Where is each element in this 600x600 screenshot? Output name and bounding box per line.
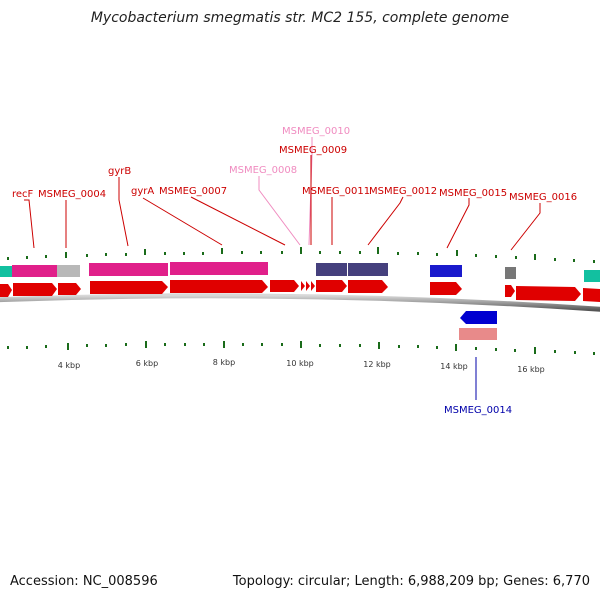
gene-labels: recF MSMEG_0004 gyrB gyrA MSMEG_0007 MSM… bbox=[12, 126, 577, 416]
cds-reverse-arrow[interactable] bbox=[460, 311, 497, 324]
cds-arrow[interactable] bbox=[311, 281, 315, 291]
kbp-label-10: 10 kbp bbox=[286, 359, 314, 368]
kbp-label-16: 16 kbp bbox=[517, 365, 545, 374]
gene-label-MSMEG-0009[interactable]: MSMEG_0009 bbox=[279, 145, 347, 156]
reverse-track bbox=[459, 311, 497, 340]
kbp-labels: 4 kbp 6 kbp 8 kbp 10 kbp 12 kbp 14 kbp 1… bbox=[58, 358, 545, 374]
gene-recF[interactable] bbox=[12, 265, 57, 277]
cds-arrow[interactable] bbox=[516, 286, 581, 301]
gene-label-gyrB[interactable]: gyrB bbox=[108, 166, 131, 177]
cds-arrow[interactable] bbox=[170, 280, 268, 293]
gene-MSMEG-0014[interactable] bbox=[459, 328, 497, 340]
gene-MSMEG-0015[interactable] bbox=[430, 265, 462, 277]
gene-label-MSMEG-0008[interactable]: MSMEG_0008 bbox=[229, 165, 297, 176]
outer-ticks bbox=[7, 247, 595, 263]
gene-MSMEG-0011[interactable] bbox=[316, 263, 347, 276]
cds-forward-track bbox=[0, 280, 600, 302]
kbp-label-6: 6 kbp bbox=[136, 359, 158, 368]
kbp-label-12: 12 kbp bbox=[363, 360, 391, 369]
gene-MSMEG-0012[interactable] bbox=[348, 263, 388, 276]
gene-label-MSMEG-0016[interactable]: MSMEG_0016 bbox=[509, 192, 577, 203]
kbp-label-8: 8 kbp bbox=[213, 358, 235, 367]
gene-label-gyrA[interactable]: gyrA bbox=[131, 186, 154, 197]
map-title: Mycobacterium smegmatis str. MC2 155, co… bbox=[90, 10, 510, 26]
gene-label-MSMEG-0007[interactable]: MSMEG_0007 bbox=[159, 186, 227, 197]
gene-label-MSMEG-0014[interactable]: MSMEG_0014 bbox=[444, 405, 512, 416]
cds-arrow[interactable] bbox=[13, 283, 57, 296]
cds-arrow[interactable] bbox=[348, 280, 388, 293]
gene-teal-left[interactable] bbox=[0, 266, 12, 277]
topology-text: Topology: circular; Length: 6,988,209 bp… bbox=[232, 574, 590, 589]
cds-arrow[interactable] bbox=[505, 285, 515, 297]
kbp-label-14: 14 kbp bbox=[440, 362, 468, 371]
gene-label-MSMEG-0012[interactable]: MSMEG_0012 bbox=[369, 186, 437, 197]
cds-arrow[interactable] bbox=[316, 280, 347, 292]
cds-arrow[interactable] bbox=[270, 280, 299, 292]
gene-label-MSMEG-0010[interactable]: MSMEG_0010 bbox=[282, 126, 350, 137]
cds-arrow[interactable] bbox=[58, 283, 81, 295]
leader-lines bbox=[24, 137, 541, 400]
cds-arrow[interactable] bbox=[0, 284, 12, 297]
cds-arrow[interactable] bbox=[301, 281, 305, 291]
gene-label-recF[interactable]: recF bbox=[12, 189, 34, 200]
cds-arrow[interactable] bbox=[430, 282, 462, 295]
cds-arrow[interactable] bbox=[306, 281, 310, 291]
cds-arrow[interactable] bbox=[90, 281, 168, 294]
gene-teal-right[interactable] bbox=[584, 270, 600, 282]
cds-arrow[interactable] bbox=[583, 288, 600, 302]
gene-gyrB[interactable] bbox=[89, 263, 168, 276]
gene-track bbox=[0, 262, 600, 282]
genome-backbone bbox=[0, 293, 600, 312]
accession-text: Accession: NC_008596 bbox=[10, 574, 158, 589]
gene-label-MSMEG-0015[interactable]: MSMEG_0015 bbox=[439, 188, 507, 199]
gene-MSMEG-0016[interactable] bbox=[505, 267, 516, 279]
inner-ticks bbox=[7, 341, 595, 355]
gene-gyrA[interactable] bbox=[170, 262, 268, 275]
gene-label-MSMEG-0011[interactable]: MSMEG_0011 bbox=[302, 186, 370, 197]
gene-label-MSMEG-0004[interactable]: MSMEG_0004 bbox=[38, 189, 106, 200]
kbp-label-4: 4 kbp bbox=[58, 361, 80, 370]
gene-MSMEG-0004[interactable] bbox=[57, 265, 80, 277]
